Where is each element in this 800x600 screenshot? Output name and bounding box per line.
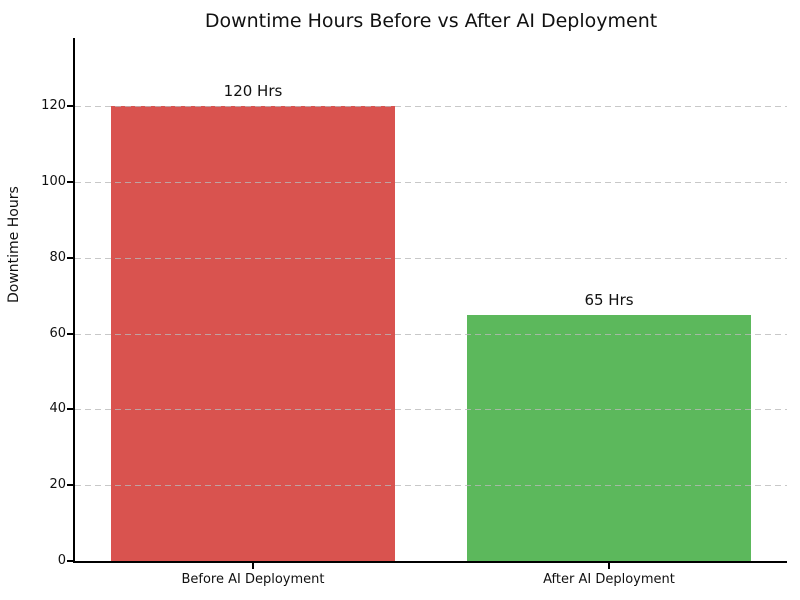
y-tick-mark-100 xyxy=(67,181,73,183)
x-axis-spine xyxy=(73,561,787,563)
gridline-y-20 xyxy=(75,485,787,487)
plot-area: 120 Hrs 65 Hrs 0 20 40 60 80 100 120 Before AI … xyxy=(41,38,787,587)
gridline-y-60 xyxy=(75,333,787,335)
bar-after-ai-deployment xyxy=(466,314,752,561)
x-tick-label-after-ai-deployment: After AI Deployment xyxy=(543,572,675,587)
y-axis-label-text: Downtime Hours xyxy=(6,186,22,303)
y-axis-spine xyxy=(73,38,75,563)
x-tick-label-before-ai-deployment: Before AI Deployment xyxy=(181,572,325,587)
y-tick-label-100: 100 xyxy=(41,174,66,189)
y-tick-label-120: 120 xyxy=(41,98,66,114)
chart-title: Downtime Hours Before vs After AI Deploy… xyxy=(204,10,658,32)
y-tick-mark-60 xyxy=(67,332,73,335)
gridline-y-40 xyxy=(75,409,787,411)
y-tick-label-60: 60 xyxy=(49,325,66,341)
y-tick-label-20: 20 xyxy=(49,477,66,493)
gridline-y-120 xyxy=(75,106,787,108)
y-tick-mark-40 xyxy=(67,408,73,411)
gridline-y-80 xyxy=(75,257,787,259)
y-tick-mark-120 xyxy=(67,105,73,108)
bar-value-label-before-ai-deployment: 120 Hrs xyxy=(223,82,283,101)
y-tick-label-80: 80 xyxy=(49,249,66,265)
gridline-y-100 xyxy=(75,182,787,183)
x-tick-mark-after-ai-deployment xyxy=(608,563,610,569)
y-tick-mark-0 xyxy=(67,560,73,562)
bar-value-label-after-ai-deployment: 65 Hrs xyxy=(584,290,634,309)
y-tick-mark-80 xyxy=(67,256,73,259)
y-tick-mark-20 xyxy=(67,484,73,487)
y-tick-label-40: 40 xyxy=(49,401,66,417)
x-tick-mark-before-ai-deployment xyxy=(252,563,254,569)
y-tick-label-0: 0 xyxy=(57,553,66,568)
